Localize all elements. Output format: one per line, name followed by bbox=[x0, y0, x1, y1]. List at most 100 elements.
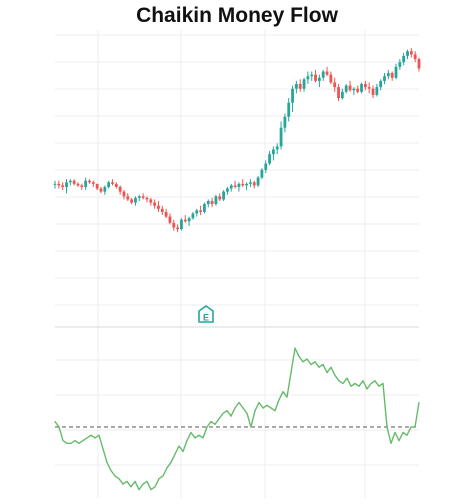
candle bbox=[141, 193, 145, 200]
candle bbox=[172, 219, 176, 231]
candle-body bbox=[302, 79, 306, 89]
candle bbox=[99, 186, 103, 194]
candle-body bbox=[149, 199, 153, 203]
candle-body bbox=[398, 62, 402, 67]
candle-body bbox=[325, 71, 329, 75]
cmf-point bbox=[350, 385, 352, 387]
candle bbox=[118, 185, 122, 195]
candle-body bbox=[352, 88, 356, 91]
cmf-point bbox=[166, 467, 168, 469]
candle-body bbox=[226, 188, 229, 192]
candle-body bbox=[57, 183, 61, 186]
candle-body bbox=[233, 185, 237, 187]
cmf-point bbox=[402, 431, 404, 434]
cmf-point bbox=[110, 469, 112, 472]
price-pane-grid bbox=[55, 30, 419, 327]
candle-body bbox=[264, 163, 268, 170]
cmf-point bbox=[390, 442, 392, 444]
candle-body bbox=[210, 201, 214, 205]
cmf-point bbox=[186, 440, 188, 442]
candle bbox=[264, 160, 268, 173]
cmf-point bbox=[362, 380, 364, 382]
cmf-point bbox=[262, 407, 264, 409]
candlestick-series bbox=[53, 48, 421, 233]
cmf-point bbox=[254, 410, 256, 412]
cmf-point bbox=[178, 445, 180, 447]
candle-body bbox=[245, 183, 248, 186]
cmf-point bbox=[406, 434, 408, 436]
cmf-point bbox=[274, 410, 276, 412]
candle bbox=[176, 224, 180, 233]
cmf-point bbox=[282, 391, 284, 393]
candle-body bbox=[134, 197, 137, 203]
candle-body bbox=[375, 87, 379, 95]
chart-title: Chaikin Money Flow bbox=[136, 4, 338, 27]
candle-body bbox=[206, 201, 210, 205]
candle bbox=[314, 69, 317, 83]
cmf-line bbox=[54, 347, 420, 491]
candle-body bbox=[321, 71, 325, 78]
earnings-marker[interactable]: E bbox=[198, 305, 214, 323]
cmf-point bbox=[214, 423, 216, 425]
candle-body bbox=[114, 183, 118, 187]
cmf-point bbox=[306, 358, 308, 360]
cmf-point bbox=[210, 420, 212, 423]
candle-body bbox=[340, 91, 344, 99]
candle-body bbox=[249, 182, 252, 184]
candle bbox=[298, 79, 302, 92]
candle bbox=[252, 180, 256, 189]
cmf-point bbox=[338, 380, 340, 382]
candle bbox=[72, 179, 76, 186]
candle bbox=[394, 63, 398, 80]
candle bbox=[383, 73, 386, 84]
candle bbox=[287, 98, 291, 122]
candle-body bbox=[333, 82, 337, 88]
candle-body bbox=[53, 183, 57, 185]
candle bbox=[356, 85, 360, 94]
candle bbox=[406, 49, 409, 60]
candle bbox=[375, 84, 379, 97]
cmf-point bbox=[314, 361, 316, 363]
cmf-point bbox=[74, 440, 76, 442]
cmf-point bbox=[138, 488, 140, 491]
cmf-point bbox=[414, 426, 416, 428]
candle bbox=[317, 74, 321, 88]
candle bbox=[226, 186, 229, 195]
candle bbox=[367, 82, 371, 94]
candle bbox=[53, 180, 57, 189]
candle bbox=[149, 197, 153, 206]
candle bbox=[413, 51, 417, 63]
candle bbox=[88, 179, 91, 184]
candle-body bbox=[145, 197, 149, 200]
candle bbox=[371, 85, 375, 99]
candle bbox=[65, 179, 68, 194]
candle-body bbox=[88, 180, 91, 183]
candle-body bbox=[344, 85, 348, 92]
cmf-point bbox=[54, 420, 56, 423]
candle-body bbox=[172, 222, 176, 228]
candle-body bbox=[80, 185, 84, 187]
candle bbox=[61, 182, 65, 191]
candle-body bbox=[191, 213, 195, 219]
cmf-point bbox=[202, 437, 204, 439]
cmf-point bbox=[358, 385, 360, 387]
cmf-point bbox=[322, 363, 324, 366]
candle bbox=[137, 194, 141, 201]
cmf-point bbox=[194, 437, 196, 439]
candle-body bbox=[68, 180, 72, 183]
cmf-point bbox=[290, 372, 292, 374]
candle-body bbox=[337, 87, 340, 99]
candle bbox=[164, 208, 168, 219]
candle-body bbox=[72, 180, 76, 184]
candle bbox=[260, 168, 264, 180]
cmf-point bbox=[330, 366, 332, 368]
cmf-point bbox=[386, 426, 388, 428]
candle bbox=[275, 143, 279, 155]
candle-body bbox=[275, 146, 279, 150]
cmf-point bbox=[114, 475, 116, 477]
candle bbox=[329, 71, 333, 84]
cmf-point bbox=[310, 363, 312, 366]
cmf-point bbox=[378, 385, 380, 387]
candle bbox=[122, 190, 126, 200]
candle bbox=[352, 87, 356, 95]
